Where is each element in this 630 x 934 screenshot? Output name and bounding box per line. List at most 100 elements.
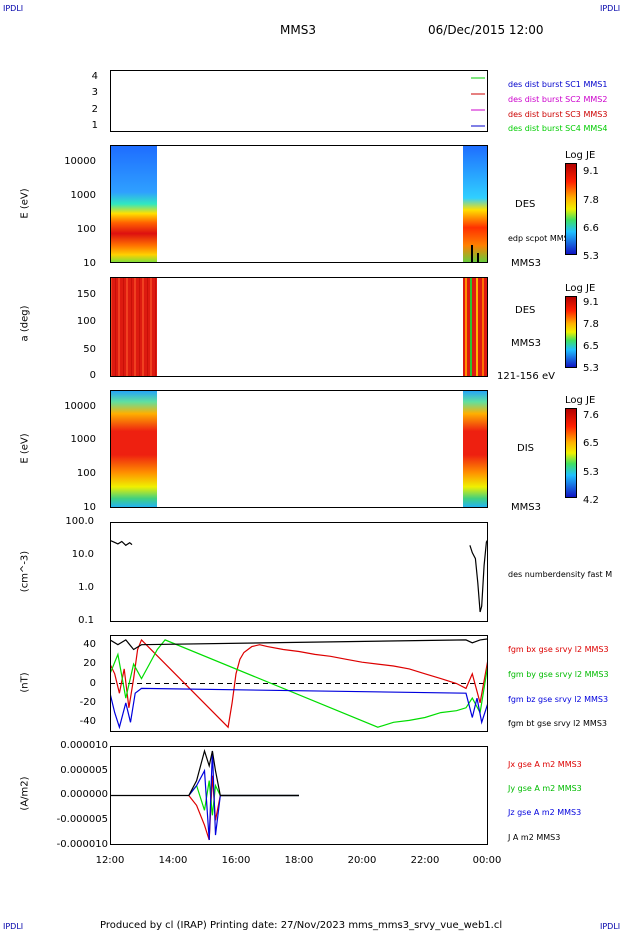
des-pitch-sc-label: MMS3	[511, 338, 541, 349]
dis-energy-colorbar-tick: 4.2	[583, 495, 599, 506]
burst-legend-sc1: des dist burst SC1 MMS1	[508, 80, 608, 89]
burst-legend-sc3: des dist burst SC3 MMS3	[508, 110, 608, 119]
current-density-ytick: -0.000010	[56, 839, 108, 850]
dis-energy-colorbar-title: Log JE	[565, 395, 596, 406]
des-energy-colorbar-tick: 9.1	[583, 166, 599, 177]
burst-ytick: 1	[91, 120, 98, 131]
bx-legend: fgm bx gse srvy l2 MMS3	[508, 645, 609, 654]
des-pitch-energy-range: 121-156 eV	[497, 371, 555, 382]
dis-energy-ytick: 10000	[64, 401, 96, 412]
dis-energy-colorbar-tick: 6.5	[583, 438, 599, 449]
des-pitch-colorbar	[565, 296, 577, 368]
des-energy-ylabel: E (eV)	[19, 188, 31, 219]
density-line	[110, 539, 133, 547]
des-energy-sc-label: MMS3	[511, 258, 541, 269]
des-pitch-ytick: 150	[76, 289, 96, 300]
x-tick: 00:00	[472, 855, 502, 866]
des-pitch-instrument-label: DES	[515, 305, 536, 316]
corner-label-bottom-left: IPDLI	[3, 922, 24, 931]
j-legend: J A m2 MMS3	[508, 833, 561, 842]
des-pitch-colorbar-tick: 5.3	[583, 363, 599, 374]
des-energy-block-late	[463, 145, 487, 263]
density-line	[469, 539, 488, 613]
x-tick: 20:00	[347, 855, 377, 866]
density-ytick: 0.1	[78, 615, 94, 626]
x-tick: 12:00	[95, 855, 125, 866]
corner-label-bottom-right: IPDLI	[600, 922, 621, 931]
density-panel	[110, 522, 488, 622]
x-tick: 22:00	[410, 855, 440, 866]
density-ylabel: (cm^-3)	[19, 550, 31, 593]
des-energy-ytick: 10	[83, 258, 96, 269]
magnetic-field-ytick: 0	[89, 678, 96, 689]
des-energy-colorbar-tick: 5.3	[583, 251, 599, 262]
current-density-ylabel: (A/m2)	[19, 776, 31, 811]
jy-legend: Jy gse A m2 MMS3	[508, 784, 582, 793]
dis-energy-colorbar-tick: 7.6	[583, 410, 599, 421]
bt-legend: fgm bt gse srvy l2 MMS3	[508, 719, 607, 728]
des-energy-colorbar-tick: 7.8	[583, 195, 599, 206]
density-ytick: 10.0	[71, 549, 94, 560]
des-pitch-panel	[110, 277, 488, 377]
dis-energy-colorbar	[565, 408, 577, 498]
bt-line	[110, 638, 488, 651]
des-pitch-block-early	[110, 277, 157, 377]
bx-line	[110, 638, 488, 729]
jx-legend: Jx gse A m2 MMS3	[508, 760, 582, 769]
dis-energy-sc-label: MMS3	[511, 502, 541, 513]
magnetic-field-ylabel: (nT)	[19, 672, 31, 693]
current-density-panel	[110, 746, 488, 845]
current-density-ytick: 0.000010	[60, 740, 108, 751]
dis-energy-block-early	[110, 390, 157, 508]
datetime-title: 06/Dec/2015 12:00	[428, 23, 544, 37]
des-pitch-colorbar-title: Log JE	[565, 283, 596, 294]
density-ytick: 1.0	[78, 582, 94, 593]
density-ytick: 100.0	[65, 516, 94, 527]
dis-energy-panel	[110, 390, 488, 508]
burst-ytick: 2	[91, 104, 98, 115]
magnetic-field-ytick: -20	[79, 697, 96, 708]
des-energy-instrument-label: DES	[515, 199, 536, 210]
current-density-ytick: 0.000000	[60, 789, 108, 800]
dis-energy-block-late	[463, 390, 487, 508]
corner-label-top-left: IPDLI	[3, 4, 24, 13]
des-energy-colorbar-title: Log JE	[565, 150, 596, 161]
des-energy-ytick: 100	[76, 224, 96, 235]
jz-line	[188, 750, 299, 841]
spacecraft-title: MMS3	[280, 23, 316, 37]
footer-credit: Produced by cl (IRAP) Printing date: 27/…	[100, 920, 503, 931]
des-pitch-colorbar-tick: 9.1	[583, 297, 599, 308]
des-energy-block-early	[110, 145, 157, 263]
des-pitch-colorbar-tick: 7.8	[583, 319, 599, 330]
des-energy-ytick: 1000	[70, 190, 96, 201]
des-pitch-ylabel: a (deg)	[19, 305, 31, 342]
current-density-ytick: -0.000005	[56, 814, 108, 825]
scpot-label: edp scpot MMS3	[508, 234, 574, 243]
des-energy-colorbar-tick: 6.6	[583, 223, 599, 234]
by-legend: fgm by gse srvy l2 MMS3	[508, 670, 609, 679]
x-tick: 18:00	[284, 855, 314, 866]
des-energy-ytick: 10000	[64, 156, 96, 167]
x-tick: 14:00	[158, 855, 188, 866]
burst-ytick: 4	[91, 71, 98, 82]
des-energy-colorbar	[565, 163, 577, 255]
des-pitch-ytick: 100	[76, 316, 96, 327]
dis-energy-ytick: 1000	[70, 434, 96, 445]
current-density-ytick: 0.000005	[60, 765, 108, 776]
magnetic-field-ytick: -40	[79, 716, 96, 727]
dis-energy-ylabel: E (eV)	[19, 433, 31, 464]
des-energy-panel	[110, 145, 488, 263]
jz-legend: Jz gse A m2 MMS3	[508, 808, 582, 817]
burst-legend-sc4: des dist burst SC4 MMS4	[508, 124, 608, 133]
dis-energy-ytick: 100	[76, 468, 96, 479]
j-line	[110, 748, 299, 797]
by-line	[110, 639, 488, 728]
dis-energy-ytick: 10	[83, 502, 96, 513]
corner-label-top-right: IPDLI	[600, 4, 621, 13]
des-pitch-ytick: 0	[89, 370, 96, 381]
burst-ytick: 3	[91, 87, 98, 98]
bz-line	[110, 687, 488, 730]
des-pitch-ytick: 50	[83, 344, 96, 355]
burst-legend-sc2: des dist burst SC2 MMS2	[508, 95, 608, 104]
magnetic-field-ytick: 20	[83, 658, 96, 669]
